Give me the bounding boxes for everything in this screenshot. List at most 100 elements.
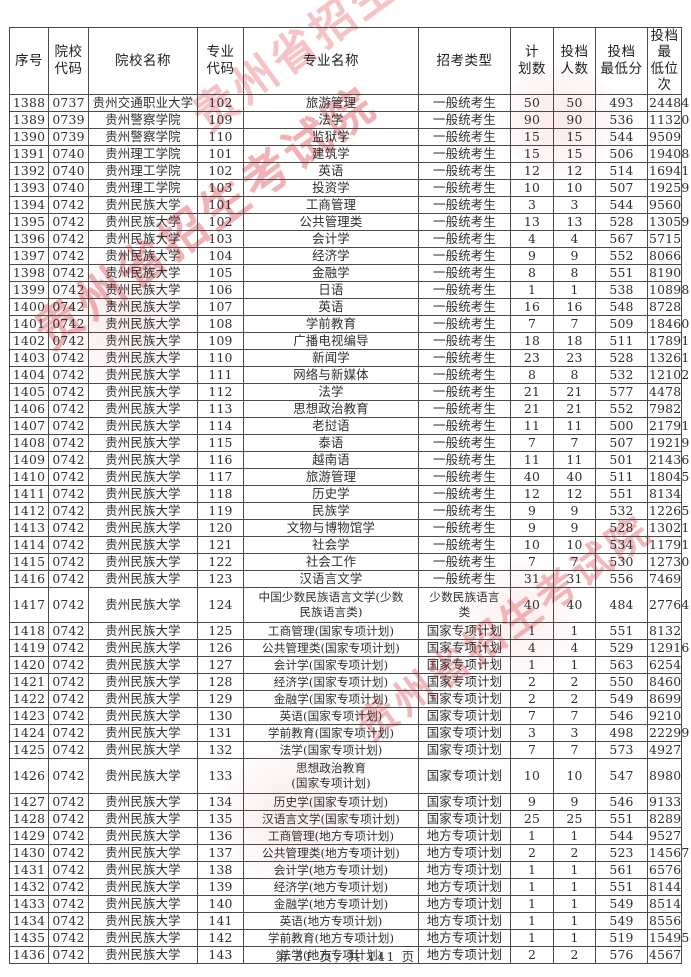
table-row: 1413 0742 贵州民族大学 120 文物与博物馆学 一般统考生 9 9 528 13021 (9, 518, 689, 537)
cell-major-name: 公共管理类(国家专项计划) (243, 638, 419, 657)
cell-major-name: 法学 (243, 110, 419, 129)
cell-major-code: 112 (197, 382, 244, 401)
cell-min-rank: 27764 (647, 586, 689, 623)
cell-admitted-count: 10 (553, 757, 596, 794)
table-row: 1425 0742 贵州民族大学 132 法学(国家专项计划) 国家专项计划 7 7 573 49… (9, 740, 682, 759)
cell-school-name: 贵州民族大学 (88, 706, 198, 725)
cell-min-score: 544 (595, 826, 648, 845)
cell-major-name: 思想政治教育 (243, 399, 419, 418)
cell-exam-type: 一般统考生 (418, 229, 511, 248)
cell-admitted-count: 1 (553, 928, 596, 947)
cell-major-name: 公共管理类(地方专项计划) (243, 843, 419, 862)
cell-school-name: 贵州民族大学 (88, 757, 198, 794)
cell-admitted-count: 11 (553, 416, 596, 435)
cell-min-rank: 8460 (647, 672, 682, 691)
table-row: 1396 0742 贵州民族大学 103 会计学 一般统考生 4 4 567 5715 (9, 229, 682, 248)
cell-plan-count: 9 (510, 518, 554, 537)
cell-plan-count: 7 (510, 314, 554, 333)
cell-school-name: 贵州民族大学 (88, 552, 198, 571)
cell-seq: 1429 (9, 826, 49, 845)
cell-school-code: 0742 (48, 860, 89, 879)
cell-min-rank: 11320 (647, 110, 690, 129)
cell-major-name: 英语 (243, 161, 419, 180)
table-row: 1418 0742 贵州民族大学 125 工商管理(国家专项计划) 国家专项计划 1 1 551… (9, 621, 682, 640)
cell-seq: 1420 (9, 655, 49, 674)
cell-min-score: 532 (595, 365, 648, 384)
cell-admitted-count: 7 (553, 314, 596, 333)
cell-seq: 1415 (9, 552, 49, 571)
table-row: 1426 0742 贵州民族大学 133 思想政治教育 (国家专项计划) 国家专项计划 10 1… (9, 757, 682, 794)
cell-major-code: 122 (197, 552, 244, 571)
cell-major-code: 123 (197, 569, 244, 588)
cell-plan-count: 1 (510, 655, 554, 674)
cell-school-name: 贵州民族大学 (88, 433, 198, 452)
cell-min-score: 544 (595, 195, 648, 214)
cell-plan-count: 8 (510, 365, 554, 384)
cell-plan-count: 2 (510, 672, 554, 691)
cell-school-name: 贵州民族大学 (88, 569, 198, 588)
cell-school-code: 0742 (48, 655, 89, 674)
cell-school-code: 0740 (48, 144, 89, 163)
cell-seq: 1426 (9, 757, 49, 794)
cell-plan-count: 10 (510, 757, 554, 794)
cell-school-code: 0742 (48, 297, 89, 316)
cell-plan-count: 7 (510, 740, 554, 759)
cell-min-score: 536 (595, 110, 648, 129)
cell-seq: 1428 (9, 809, 49, 828)
cell-major-name: 日语 (243, 280, 419, 299)
cell-admitted-count: 18 (553, 331, 596, 350)
cell-min-rank: 21791 (647, 416, 690, 435)
cell-admitted-count: 7 (553, 740, 596, 759)
table-row: 1424 0742 贵州民族大学 131 学前教育(国家专项计划) 国家专项计划 3 3 498… (9, 723, 689, 742)
cell-admitted-count: 90 (553, 110, 596, 129)
cell-seq: 1403 (9, 348, 49, 367)
cell-min-score: 552 (595, 399, 648, 418)
table-row: 1416 0742 贵州民族大学 123 汉语言文学 一般统考生 31 31 556 7469 (9, 569, 682, 588)
cell-major-code: 101 (197, 144, 244, 163)
table-row: 1436 0742 贵州民族大学 143 法学(地方专项计划) 地方专项计划 2 2 576 45… (9, 945, 682, 964)
cell-min-score: 549 (595, 911, 648, 930)
cell-admitted-count: 11 (553, 450, 596, 469)
cell-school-name: 贵州民族大学 (88, 621, 198, 640)
cell-plan-count: 11 (510, 450, 554, 469)
cell-major-code: 113 (197, 399, 244, 418)
cell-major-name: 工商管理 (243, 195, 419, 214)
cell-exam-type: 地方专项计划 (418, 945, 511, 964)
cell-school-name: 贵州民族大学 (88, 723, 198, 742)
cell-plan-count: 1 (510, 860, 554, 879)
table-row: 1401 0742 贵州民族大学 108 学前教育 一般统考生 7 7 509 18460 (9, 314, 689, 333)
cell-min-rank: 8190 (647, 263, 682, 282)
cell-school-code: 0742 (48, 586, 89, 623)
cell-min-rank: 24484 (647, 93, 690, 112)
cell-major-code: 126 (197, 638, 244, 657)
cell-major-code: 116 (197, 450, 244, 469)
cell-school-code: 0742 (48, 484, 89, 503)
cell-exam-type: 一般统考生 (418, 365, 511, 384)
cell-school-code: 0742 (48, 826, 89, 845)
cell-school-code: 0742 (48, 331, 89, 350)
table-row: 1421 0742 贵州民族大学 128 经济学(国家专项计划) 国家专项计划 2 2 550 8… (9, 672, 682, 691)
cell-min-score: 547 (595, 757, 648, 794)
cell-min-score: 546 (595, 706, 648, 725)
cell-exam-type: 一般统考生 (418, 399, 511, 418)
cell-major-name: 学前教育 (243, 314, 419, 333)
cell-plan-count: 1 (510, 280, 554, 299)
cell-major-name: 英语(国家专项计划) (243, 706, 419, 725)
cell-admitted-count: 8 (553, 365, 596, 384)
cell-min-score: 528 (595, 518, 648, 537)
cell-min-rank: 19259 (647, 178, 690, 197)
cell-major-name: 工商管理(国家专项计划) (243, 621, 419, 640)
cell-min-rank: 7469 (647, 569, 682, 588)
cell-admitted-count: 7 (553, 552, 596, 571)
cell-major-name: 公共管理类 (243, 212, 419, 231)
cell-min-rank: 4927 (647, 740, 682, 759)
cell-major-code: 135 (197, 809, 244, 828)
cell-exam-type: 国家专项计划 (418, 809, 511, 828)
cell-min-rank: 6576 (647, 860, 682, 879)
cell-school-code: 0742 (48, 416, 89, 435)
cell-major-code: 129 (197, 689, 244, 708)
cell-min-rank: 9210 (647, 706, 682, 725)
cell-plan-count: 10 (510, 535, 554, 554)
cell-min-score: 523 (595, 843, 648, 862)
